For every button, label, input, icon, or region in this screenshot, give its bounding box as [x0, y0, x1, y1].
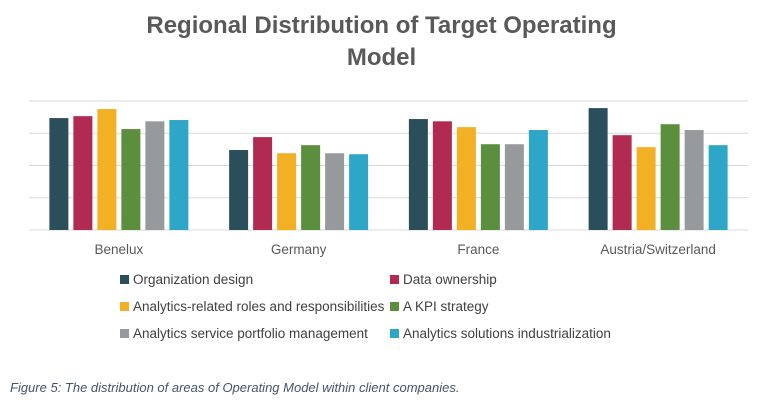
legend-label: Analytics service portfolio management — [133, 326, 368, 341]
bar — [456, 127, 476, 230]
legend-swatch — [120, 275, 129, 284]
x-tick-label: France — [457, 242, 499, 257]
legend-item: Data ownership — [390, 272, 497, 287]
legend-swatch — [390, 302, 399, 311]
bar — [408, 119, 428, 230]
legend-label: Data ownership — [403, 272, 497, 287]
bar — [528, 130, 548, 230]
bar — [504, 144, 524, 230]
chart-title: Regional Distribution of Target Operatin… — [0, 10, 763, 74]
figure-caption: Figure 5: The distribution of areas of O… — [10, 380, 460, 395]
bar — [229, 150, 249, 230]
bar — [588, 108, 608, 230]
x-tick-label: Germany — [271, 242, 327, 257]
legend-item: Analytics-related roles and responsibili… — [120, 299, 384, 314]
legend-item: Organization design — [120, 272, 253, 287]
legend-item: Analytics solutions industrialization — [390, 326, 611, 341]
legend-label: Analytics-related roles and responsibili… — [133, 299, 385, 314]
bar — [145, 121, 165, 230]
bar — [612, 135, 632, 230]
bar — [169, 120, 189, 230]
bar — [636, 147, 656, 230]
bar — [325, 153, 345, 230]
legend-label: A KPI strategy — [403, 299, 489, 314]
x-tick-label: Austria/Switzerland — [600, 242, 716, 257]
chart-title-line-1: Regional Distribution of Target Operatin… — [146, 12, 617, 39]
chart-title-line-2: Model — [346, 44, 417, 71]
bar — [684, 130, 704, 230]
x-tick-label: Benelux — [94, 242, 143, 257]
bar — [73, 116, 93, 230]
bar — [277, 153, 297, 230]
bar-chart: Benelux Germany France Austria/Switzerland — [29, 100, 748, 257]
bar — [49, 118, 69, 230]
bar — [253, 137, 273, 230]
bar — [432, 121, 452, 230]
bar — [97, 109, 117, 230]
bar — [121, 129, 141, 230]
legend-item: Analytics service portfolio management — [120, 326, 368, 341]
bar — [301, 145, 321, 230]
legend-swatch — [120, 329, 129, 338]
legend-swatch — [390, 275, 399, 284]
legend-label: Analytics solutions industrialization — [403, 326, 611, 341]
bar — [708, 145, 728, 230]
legend-swatch — [120, 302, 129, 311]
bar — [349, 154, 369, 230]
legend-label: Organization design — [133, 272, 254, 287]
legend-item: A KPI strategy — [390, 299, 489, 314]
bar — [480, 144, 500, 230]
legend-swatch — [390, 329, 399, 338]
bar — [660, 124, 680, 230]
